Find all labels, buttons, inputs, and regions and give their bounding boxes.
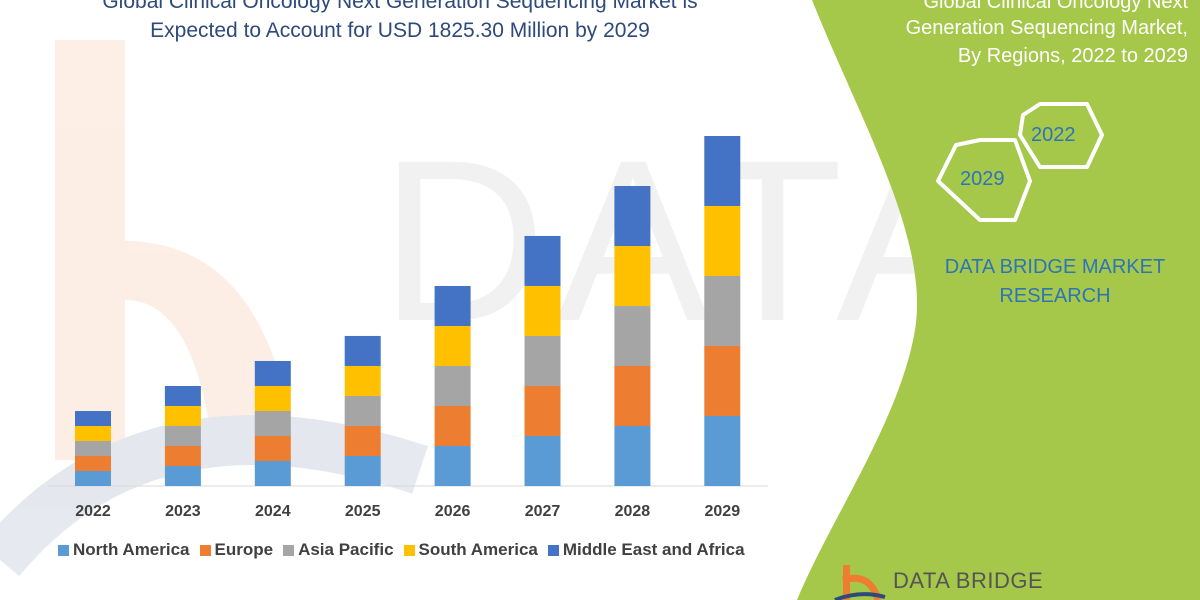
chart-title-line-1: Global Clinical Oncology Next Generation… [102, 0, 698, 13]
bar-segment-2028-south-america [614, 246, 651, 307]
legend-item: Asia Pacific [283, 540, 394, 560]
legend-label: Europe [214, 540, 274, 559]
bar-segment-2029-middle-east-and-africa [704, 136, 741, 207]
legend-swatch [283, 544, 295, 556]
legend-swatch [403, 544, 415, 556]
legend-item: Middle East and Africa [547, 540, 745, 560]
bar-segment-2028-europe [614, 366, 651, 427]
bar-segment-2022-europe [75, 456, 111, 472]
bar-segment-2026-middle-east-and-africa [434, 286, 471, 327]
bar-segment-2026-north-america [434, 446, 471, 486]
bar-segment-2028-asia-pacific [614, 306, 651, 367]
bar-segment-2027-europe [524, 385, 561, 436]
x-tick-label: 2025 [344, 503, 381, 520]
legend-label: North America [73, 540, 190, 559]
legend: North America Europe Asia Pacific South … [58, 540, 745, 560]
bar-segment-2025-middle-east-and-africa [344, 335, 381, 366]
logo-icon [834, 565, 886, 600]
legend-item: South America [403, 540, 538, 560]
bar-segment-2027-asia-pacific [524, 335, 561, 386]
bar-segment-2029-south-america [704, 206, 741, 276]
side-title-line-2: Generation Sequencing Market, [905, 17, 1188, 39]
hex-label-2029: 2029 [960, 168, 1005, 190]
hex-label-2022: 2022 [1031, 124, 1076, 146]
bar-segment-2022-south-america [75, 426, 111, 442]
chart-title-line-2: Expected to Account for USD 1825.30 Mill… [150, 19, 650, 42]
bar-segment-2025-south-america [344, 365, 381, 396]
bar-segment-2028-north-america [614, 426, 651, 486]
legend-label: South America [418, 540, 538, 559]
legend-swatch [199, 544, 211, 556]
bar-segment-2029-asia-pacific [704, 275, 741, 346]
bar-segment-2027-middle-east-and-africa [524, 235, 561, 286]
x-tick-label: 2026 [434, 503, 471, 520]
bar-segment-2026-europe [434, 406, 471, 447]
bar-segment-2024-asia-pacific [254, 410, 291, 436]
bar-segment-2024-europe [254, 435, 291, 461]
bar-segment-2024-north-america [254, 460, 291, 486]
hex-2029 [936, 138, 1032, 222]
brand-line-2: RESEARCH [999, 285, 1111, 307]
bar-segment-2026-south-america [434, 326, 471, 367]
bar-segment-2027-north-america [524, 435, 561, 486]
bars [75, 136, 741, 486]
legend-label: Middle East and Africa [562, 540, 745, 559]
bar-segment-2025-asia-pacific [344, 395, 381, 426]
x-tick-label: 2029 [704, 503, 741, 520]
bar-segment-2025-europe [344, 425, 381, 456]
x-tick-label: 2027 [524, 503, 561, 520]
side-title-line-3: By Regions, 2022 to 2029 [957, 45, 1188, 67]
bar-segment-2023-south-america [164, 406, 201, 427]
side-panel [797, 0, 1200, 600]
bar-segment-2023-middle-east-and-africa [164, 386, 201, 407]
bar-segment-2028-middle-east-and-africa [614, 186, 651, 247]
bar-segment-2024-middle-east-and-africa [254, 360, 291, 386]
bar-segment-2026-asia-pacific [434, 366, 471, 407]
x-tick-label: 2022 [75, 503, 111, 520]
legend-swatch [547, 544, 559, 556]
x-tick-label: 2024 [255, 503, 291, 520]
legend-item: North America [58, 540, 190, 560]
bar-segment-2025-north-america [344, 455, 381, 486]
bar-segment-2023-europe [164, 446, 201, 467]
bar-segment-2027-south-america [524, 285, 561, 336]
bar-segment-2023-north-america [164, 466, 201, 486]
x-tick-label: 2023 [165, 503, 201, 520]
side-title-line-1: Global Clinical Oncology Next [923, 0, 1188, 13]
hex-2022 [1018, 102, 1104, 169]
legend-item: Europe [199, 540, 274, 560]
x-tick-label: 2028 [614, 503, 651, 520]
brand-line-1: DATA BRIDGE MARKET [944, 256, 1166, 278]
bar-segment-2029-north-america [704, 415, 741, 486]
bar-segment-2029-europe [704, 345, 741, 416]
bar-segment-2024-south-america [254, 385, 291, 411]
bar-segment-2022-middle-east-and-africa [75, 411, 111, 427]
bar-segment-2022-north-america [75, 471, 111, 486]
logo-text: DATA BRIDGE [893, 568, 1044, 593]
legend-label: Asia Pacific [298, 540, 394, 559]
legend-swatch [58, 544, 69, 556]
bar-segment-2023-asia-pacific [164, 426, 201, 447]
bar-segment-2022-asia-pacific [75, 441, 111, 457]
